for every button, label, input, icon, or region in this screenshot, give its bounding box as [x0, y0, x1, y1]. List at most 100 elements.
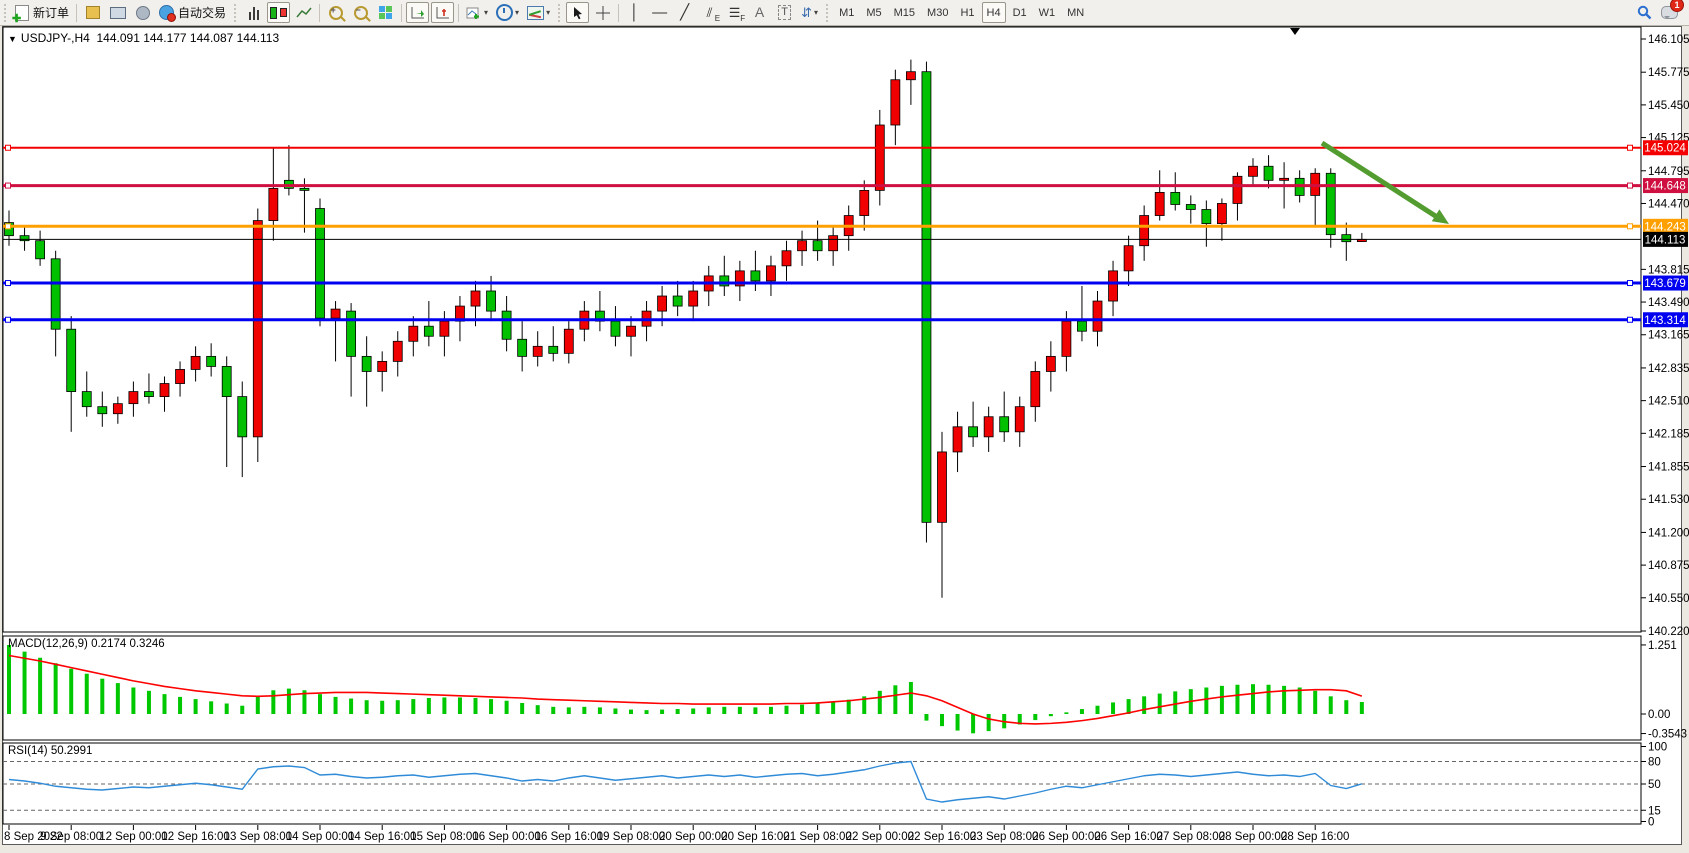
date-tick-label: 8 Sep 2022 [4, 831, 63, 843]
price-tick-label: 145.775 [1648, 67, 1689, 79]
line-anchor[interactable] [5, 316, 11, 323]
market-watch-button[interactable] [81, 2, 104, 23]
zoom-out-icon: − [353, 5, 368, 20]
date-tick-label: 13 Sep 08:00 [224, 831, 292, 843]
timeframe-button-m5[interactable]: M5 [866, 6, 882, 19]
new-order-button[interactable]: ✚ 新订单 [12, 2, 72, 24]
trend-arrow-head[interactable] [1431, 209, 1449, 224]
price-tick-label: 140.875 [1648, 560, 1689, 572]
line-anchor[interactable] [5, 144, 11, 151]
macd-pane[interactable] [2, 635, 1642, 741]
crosshair-button[interactable] [591, 2, 614, 23]
toolbar-grip[interactable] [2, 3, 9, 22]
trend-arrow[interactable] [1320, 140, 1439, 220]
candlestick-chart-button[interactable] [267, 2, 291, 23]
chart-title: ▼ USDJPY-,H4 144.091 144.177 144.087 144.… [8, 31, 279, 45]
timeframe-button-m1[interactable]: M1 [839, 6, 855, 19]
candlestick [1217, 203, 1227, 224]
candlestick [1061, 320, 1072, 357]
price-tick-label: 141.855 [1648, 462, 1689, 474]
tile-windows-icon [379, 6, 393, 19]
rsi-tick-label: 0 [1648, 817, 1654, 829]
rsi-indicator-label: RSI(14) 50.2991 [8, 745, 93, 757]
candlestick [470, 290, 481, 307]
text-button[interactable]: A [748, 2, 771, 23]
toolbar-grip[interactable] [232, 3, 240, 22]
toolbar-grip[interactable] [824, 3, 832, 22]
candlestick [1201, 209, 1212, 224]
line-anchor[interactable] [5, 182, 11, 189]
date-tick-label: 23 Sep 08:00 [970, 831, 1038, 843]
date-tick-label: 27 Sep 08:00 [1157, 831, 1225, 843]
candlestick [144, 391, 154, 398]
equidistant-channel-button[interactable]: ⫽ E [706, 5, 721, 23]
macd-tick-label: 1.251 [1648, 640, 1677, 652]
line-anchor[interactable] [1627, 144, 1633, 151]
price-tick-label: 141.530 [1648, 494, 1689, 506]
bar-chart-button[interactable] [242, 2, 265, 23]
timeframe-button-m15[interactable]: M15 [893, 6, 916, 19]
line-anchor[interactable] [1627, 182, 1633, 189]
line-anchor[interactable] [5, 280, 11, 287]
line-anchor[interactable] [1627, 280, 1633, 287]
candlestick [1108, 270, 1118, 302]
chart-shift-button[interactable] [431, 2, 455, 23]
line-anchor[interactable] [5, 223, 11, 230]
horizontal-line-button[interactable]: — [648, 2, 671, 23]
date-tick-label: 22 Sep 00:00 [846, 831, 914, 843]
timeframe-button-d1[interactable]: D1 [1012, 6, 1027, 19]
price-level-label [1643, 275, 1688, 291]
timeframe-button-w1[interactable]: W1 [1038, 6, 1056, 19]
timeframe-button-mn[interactable]: MN [1067, 6, 1085, 19]
candlestick [66, 328, 77, 392]
templates-button[interactable]: ▾ [524, 2, 553, 23]
trendline-button[interactable]: ╱ [673, 2, 696, 23]
candlestick [1341, 234, 1352, 243]
cursor-button[interactable] [566, 2, 590, 23]
timeframe-button-h1[interactable]: H1 [960, 6, 975, 19]
tile-windows-button[interactable] [374, 2, 397, 23]
collapse-triangle-icon[interactable]: ▼ [8, 34, 17, 44]
zoom-in-button[interactable]: + [324, 2, 347, 23]
line-anchor[interactable] [1627, 223, 1633, 230]
arrows-button[interactable]: ⇵ ▾ [798, 2, 821, 23]
date-tick-label: 28 Sep 00:00 [1219, 831, 1287, 843]
price-tick-label: 146.105 [1648, 34, 1689, 46]
chart-top-marker [1290, 28, 1300, 35]
candlestick [983, 416, 994, 438]
candlestick [672, 295, 683, 307]
timeframe-button-m30[interactable]: M30 [927, 6, 949, 19]
toolbar-grip[interactable] [556, 3, 564, 22]
data-window-button[interactable] [106, 2, 129, 23]
price-tick-label: 145.450 [1648, 100, 1689, 112]
timeframe-button-h4[interactable]: H4 [981, 2, 1006, 23]
zoom-out-button[interactable]: − [349, 2, 372, 23]
date-tick-label: 12 Sep 16:00 [161, 831, 229, 843]
candlestick [952, 426, 963, 453]
line-anchor[interactable] [1627, 316, 1633, 323]
candlestick [221, 366, 232, 398]
indicators-button[interactable]: ▾ [463, 2, 491, 23]
candlestick [1045, 355, 1056, 372]
rsi-tick-label: 15 [1648, 805, 1661, 817]
auto-trading-button[interactable]: 自动交易 [156, 2, 229, 23]
strategy-tester-button[interactable] [131, 2, 154, 23]
fibonacci-button[interactable]: ☰ F [728, 5, 746, 23]
line-chart-button[interactable] [292, 2, 315, 23]
price-tick-label: 140.550 [1648, 593, 1689, 605]
text-label-button[interactable]: T [773, 2, 796, 23]
candlestick [968, 426, 978, 438]
date-tick-label: 16 Sep 16:00 [535, 831, 603, 843]
vertical-line-button[interactable]: │ [623, 2, 646, 23]
notifications-button[interactable]: 1 [1658, 0, 1684, 23]
candlestick [890, 79, 901, 126]
periods-button[interactable]: ▾ [493, 2, 522, 23]
candlestick [734, 270, 745, 287]
search-button[interactable] [1633, 2, 1656, 23]
auto-scroll-button[interactable] [406, 2, 430, 23]
main-pane[interactable] [2, 26, 1642, 633]
date-tick-label: 20 Sep 16:00 [721, 831, 789, 843]
data-window-icon [109, 6, 126, 19]
timeframe-bar: M1 M5 M15 M30 H1 H4 D1 W1 MN [833, 2, 1090, 23]
